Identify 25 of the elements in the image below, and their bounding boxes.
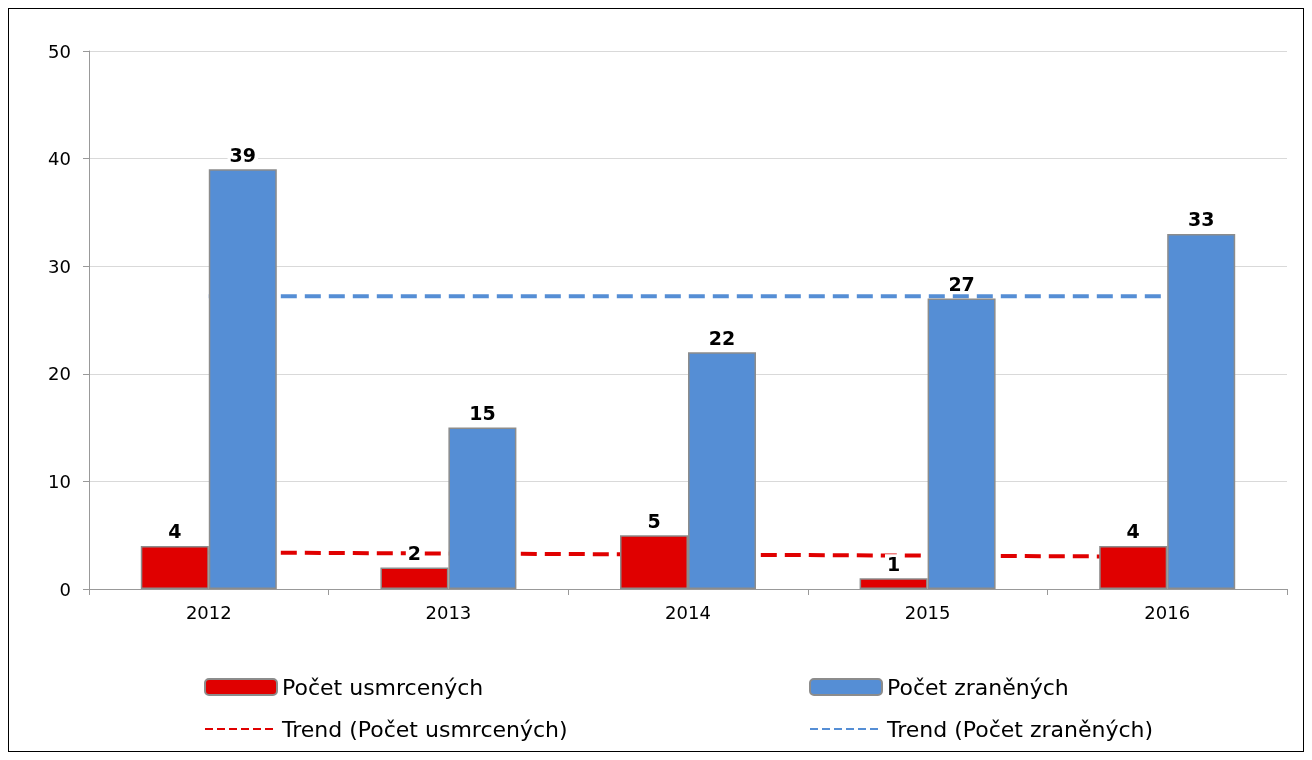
y-tick-label: 20 <box>48 363 71 385</box>
y-tick-label: 0 <box>59 578 71 600</box>
data-label: 27 <box>948 272 975 295</box>
y-tick-label: 10 <box>48 470 71 492</box>
legend-label: Trend (Počet zraněných) <box>886 716 1154 742</box>
legend-label: Trend (Počet usmrcených) <box>281 716 568 742</box>
y-tick-label: 50 <box>48 40 71 62</box>
y-tick-label: 40 <box>48 148 71 170</box>
data-label: 2 <box>407 541 422 564</box>
x-tick-label: 2015 <box>904 601 951 623</box>
data-label: 22 <box>708 326 736 349</box>
data-label: 4 <box>1126 520 1140 543</box>
data-label: 15 <box>469 402 496 425</box>
x-tick-label: 2016 <box>1144 601 1191 623</box>
legend-label: Počet usmrcených <box>282 674 484 700</box>
x-tick-label: 2014 <box>665 601 711 623</box>
data-label: 1 <box>886 552 901 575</box>
x-tick-label: 2013 <box>425 601 472 623</box>
data-label: 39 <box>229 143 257 166</box>
y-tick-label: 30 <box>48 255 71 277</box>
x-tick-label: 2012 <box>185 601 232 623</box>
legend-label: Počet zraněných <box>887 674 1069 700</box>
data-label: 5 <box>647 509 661 532</box>
data-label: 33 <box>1187 208 1215 231</box>
data-label: 4 <box>168 520 182 543</box>
